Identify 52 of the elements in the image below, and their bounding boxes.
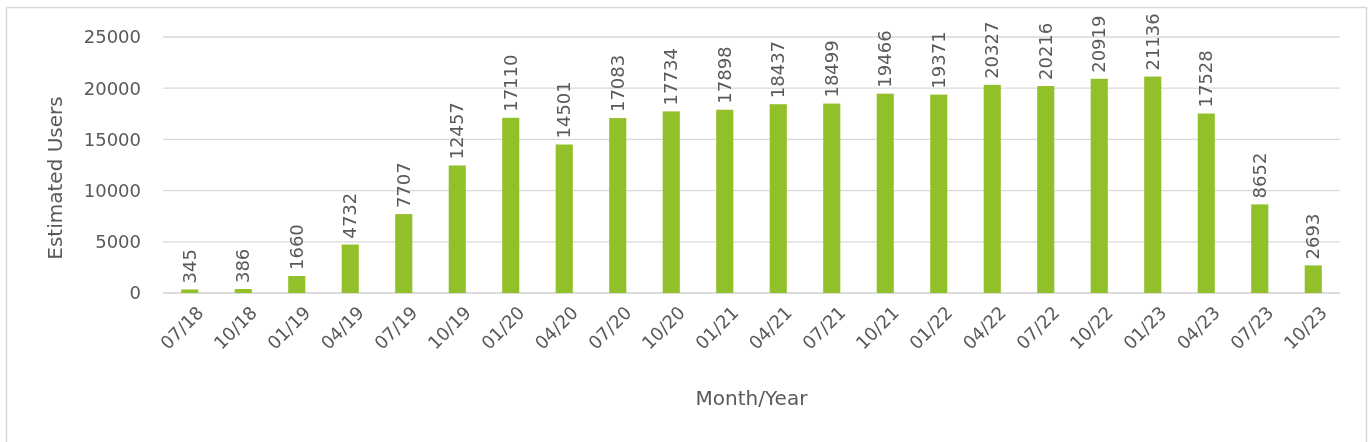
y-tick-label: 25000 — [83, 26, 141, 48]
bar — [609, 118, 627, 293]
bar — [1197, 113, 1215, 293]
y-tick-label: 10000 — [83, 179, 141, 201]
bar — [1251, 204, 1269, 293]
data-label: 12457 — [446, 102, 468, 160]
data-label: 4732 — [339, 192, 361, 239]
bar — [1037, 85, 1055, 293]
bar — [288, 276, 306, 293]
bar — [1090, 78, 1108, 293]
data-label: 7707 — [392, 162, 414, 209]
data-label: 2693 — [1302, 213, 1324, 260]
data-label: 19371 — [927, 31, 949, 89]
data-label: 14501 — [553, 81, 575, 139]
data-label: 8652 — [1248, 152, 1270, 199]
data-label: 17734 — [660, 48, 682, 106]
data-label: 345 — [178, 249, 200, 284]
bar — [983, 84, 1001, 293]
bar — [234, 289, 252, 293]
bar — [662, 111, 680, 293]
y-tick-label: 5000 — [95, 231, 141, 253]
y-tick-label: 0 — [129, 282, 141, 304]
y-tick-label: 15000 — [83, 128, 141, 150]
bar — [395, 214, 413, 293]
data-label: 18437 — [767, 40, 789, 99]
data-label: 18499 — [820, 40, 842, 98]
data-label: 1660 — [285, 224, 307, 270]
bar — [930, 94, 948, 293]
bar — [716, 109, 734, 293]
bar — [876, 93, 894, 293]
data-label: 386 — [232, 248, 254, 284]
data-label: 20216 — [1034, 22, 1056, 80]
bar — [502, 117, 520, 293]
bar — [181, 289, 199, 293]
bar — [823, 103, 841, 293]
y-tick-label: 20000 — [83, 77, 141, 99]
data-label: 19466 — [874, 30, 896, 88]
bar — [341, 244, 359, 293]
bar — [769, 104, 787, 293]
bar — [1144, 76, 1162, 293]
data-label: 17110 — [499, 54, 521, 112]
bar — [555, 144, 573, 293]
data-label: 17898 — [713, 46, 735, 104]
bar — [448, 165, 466, 293]
x-axis-title: Month/Year — [695, 386, 809, 410]
data-label: 20919 — [1088, 15, 1110, 73]
bar — [1304, 265, 1322, 293]
data-label: 21136 — [1141, 13, 1163, 71]
y-axis-title: Estimated Users — [43, 96, 67, 260]
data-label: 20327 — [981, 21, 1003, 79]
data-label: 17528 — [1195, 50, 1217, 108]
data-label: 17083 — [606, 54, 628, 113]
